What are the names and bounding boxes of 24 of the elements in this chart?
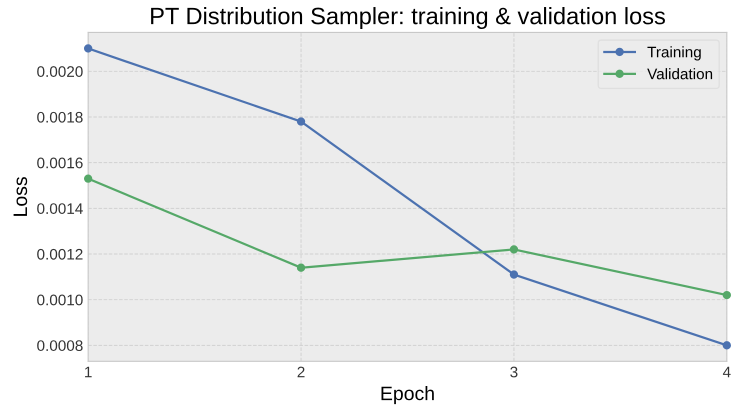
x-tick-label: 3 <box>510 366 518 378</box>
x-tick-label: 4 <box>722 366 731 378</box>
x-axis-title: Epoch <box>382 386 434 404</box>
point <box>84 174 92 183</box>
y-tick-label: 0.0014 <box>37 203 83 214</box>
y-tick-label: 0.0012 <box>37 248 83 260</box>
y-tick-label: 0.0016 <box>37 158 83 168</box>
point <box>722 290 731 300</box>
chart-title: PT Distribution Sampler: training & validation loss <box>151 7 665 30</box>
y-tick-label: 0.0008 <box>37 340 83 352</box>
x-tick-label: 2 <box>298 366 305 378</box>
point <box>510 270 518 279</box>
point <box>296 117 306 126</box>
point <box>510 245 518 254</box>
y-tick-label: 0.0018 <box>37 112 83 123</box>
y-tick-label: 0.0020 <box>37 66 83 77</box>
legend-label: Training <box>647 46 701 60</box>
point <box>84 44 92 53</box>
y-axis-title: Loss <box>14 177 28 216</box>
legend-label: Validation <box>647 68 712 80</box>
x-tick-label: 1 <box>85 366 92 378</box>
point <box>296 264 306 272</box>
y-tick-label: 0.0010 <box>37 294 83 306</box>
point <box>722 341 731 350</box>
